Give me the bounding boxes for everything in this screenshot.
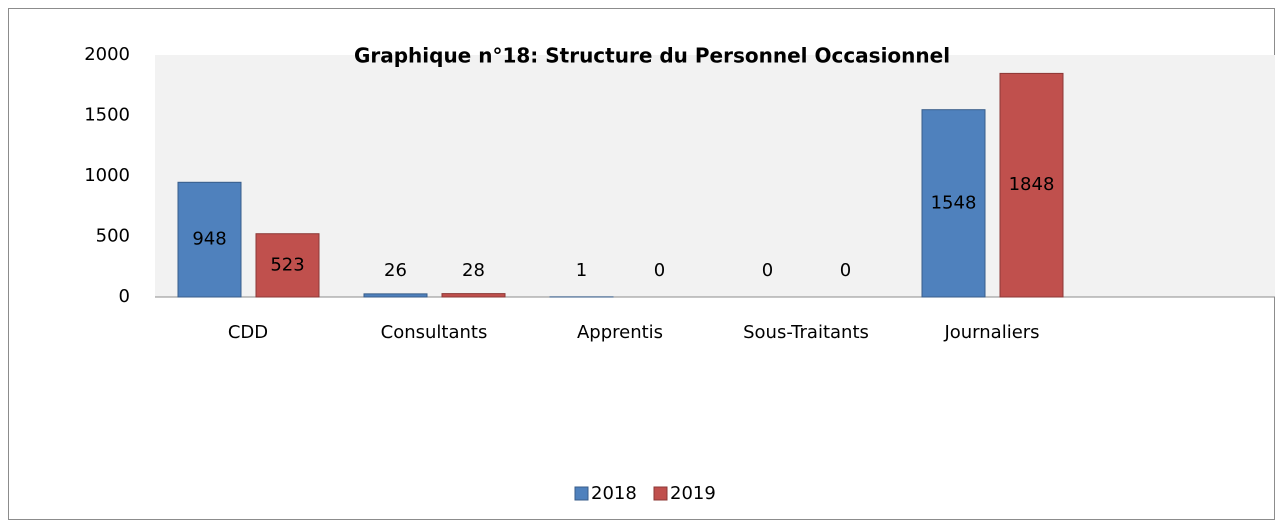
y-tick-label: 0: [119, 286, 130, 307]
data-label: 523: [270, 254, 304, 275]
x-tick-label: Apprentis: [577, 322, 663, 343]
x-tick-label: CDD: [228, 322, 268, 343]
data-label: 1548: [931, 192, 977, 213]
bar: [177, 181, 242, 298]
legend-swatch: [653, 486, 668, 501]
legend-swatch: [574, 486, 589, 501]
data-label: 1848: [1009, 174, 1055, 195]
legend-label: 2019: [670, 483, 716, 504]
bar: [921, 109, 986, 298]
x-tick-label: Consultants: [381, 322, 488, 343]
bar: [363, 293, 428, 298]
data-label: 26: [384, 260, 407, 281]
legend-label: 2018: [591, 483, 637, 504]
y-tick-label: 1500: [84, 105, 130, 126]
data-label: 948: [192, 229, 226, 250]
data-label: 28: [462, 260, 485, 281]
x-tick-label: Journaliers: [943, 322, 1039, 343]
data-label: 0: [762, 260, 773, 281]
x-tick-label: Sous-Traitants: [743, 322, 869, 343]
bar: [441, 293, 506, 298]
y-tick-label: 1000: [84, 165, 130, 186]
bar: [999, 72, 1064, 298]
data-label: 1: [576, 260, 587, 281]
chart-title: Graphique n°18: Structure du Personnel O…: [354, 44, 950, 68]
y-tick-label: 500: [96, 226, 130, 247]
bar: [255, 233, 320, 298]
data-label: 0: [840, 260, 851, 281]
y-tick-label: 2000: [84, 44, 130, 65]
data-label: 0: [654, 260, 665, 281]
plot-area: [155, 55, 1275, 297]
